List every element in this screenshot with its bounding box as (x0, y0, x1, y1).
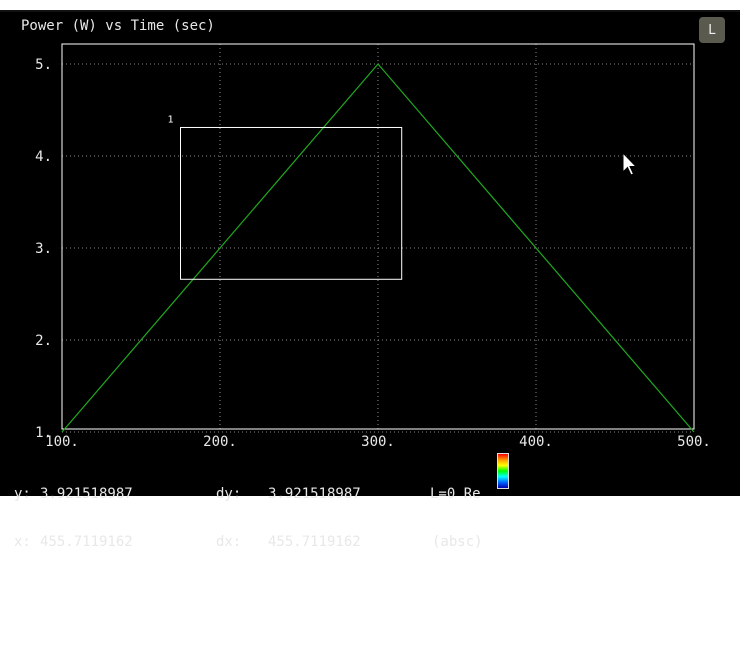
zoom-box (180, 126, 403, 280)
dx-readout-label: dx: (216, 534, 242, 550)
x-tick-label: 300. (361, 434, 395, 450)
annotation-layer: 1 (168, 114, 403, 280)
y-readout-label: y: (14, 486, 31, 502)
legend-toggle-button[interactable]: L (699, 17, 725, 43)
cursor-readout: y: 3.921518987 dy: 3.921518987 L=0 Re x:… (14, 454, 483, 582)
x-tick-label: 200. (203, 434, 237, 450)
colorbar-swatch[interactable] (497, 453, 509, 489)
plot-frame (61, 43, 695, 430)
series-layer (61, 63, 695, 433)
x-readout-label: x: (14, 534, 31, 550)
plot-window: 100. 200. 300. 400. 500. 1. 2. 3. 4. 5. 1 Power … (0, 10, 740, 550)
level-readout-label: L=0 Re (430, 486, 481, 502)
y-tick-label: 3. (35, 241, 52, 257)
series-line (61, 63, 695, 433)
dy-readout-label: dy: (216, 486, 242, 502)
dx-readout-value: 455.7119162 (268, 534, 361, 550)
y-tick-label: 2. (35, 333, 52, 349)
plot-canvas[interactable]: 100. 200. 300. 400. 500. 1. 2. 3. 4. 5. 1 (0, 12, 740, 496)
x-tick-label: 400. (519, 434, 553, 450)
x-axis: 100. 200. 300. 400. 500. (45, 434, 711, 450)
y-axis: 1. 2. 3. 4. 5. (35, 57, 52, 441)
zoom-box-label: 1 (168, 114, 174, 125)
y-tick-label: 4. (35, 149, 52, 165)
chart-title: Power (W) vs Time (sec) (21, 18, 215, 34)
mouse-pointer-icon (622, 152, 638, 176)
x-readout-value: 455.7119162 (40, 534, 133, 550)
x-tick-label: 500. (677, 434, 711, 450)
dy-readout-value: 3.921518987 (268, 486, 361, 502)
y-tick-label: 5. (35, 57, 52, 73)
mode-readout-label: (absc) (432, 534, 483, 550)
y-readout-value: 3.921518987 (40, 486, 133, 502)
grid-layer (61, 44, 695, 433)
x-tick-label: 100. (45, 434, 79, 450)
y-tick-label: 1. (35, 425, 52, 441)
